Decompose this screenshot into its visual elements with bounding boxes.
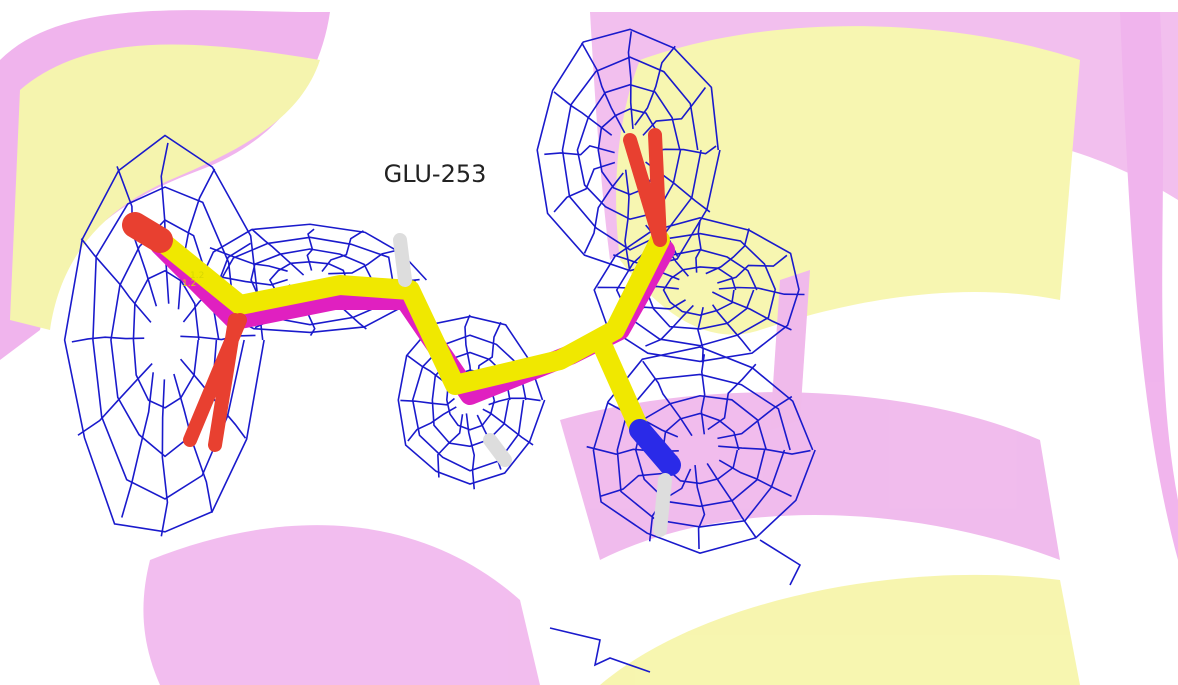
residue-label: GLU-253 — [384, 160, 487, 188]
page: GLU-253 1.2 1.2 (() => { const data = JS… — [0, 0, 1178, 685]
bond-hydrogen — [660, 480, 665, 530]
distance-label: 1.2 — [190, 271, 204, 281]
ribbon-yellow — [616, 26, 1080, 334]
bond-oxygen — [135, 225, 160, 240]
molecule-viewer: GLU-253 1.2 1.2 — [0, 0, 1178, 685]
